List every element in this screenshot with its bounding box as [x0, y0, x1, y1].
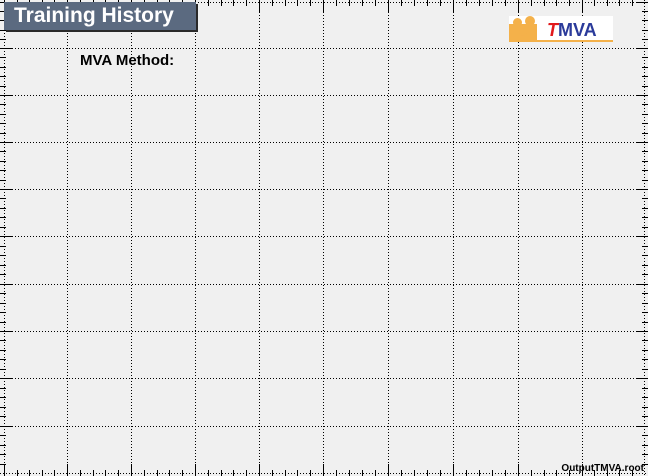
logo-text: TMVA	[547, 19, 597, 41]
logo-dot-icon	[513, 18, 522, 27]
page-title: Training History	[4, 2, 196, 30]
logo-dot-icon	[519, 28, 527, 36]
logo-t-letter: T	[547, 20, 558, 40]
logo-dot-icon	[525, 16, 535, 26]
tmva-logo: TMVA	[509, 16, 613, 42]
logo-text-background	[537, 20, 613, 40]
logo-mva-letters: MVA	[558, 20, 597, 40]
mva-method-label: MVA Method:	[80, 52, 175, 69]
output-filename: OutputTMVA.root	[561, 463, 644, 474]
